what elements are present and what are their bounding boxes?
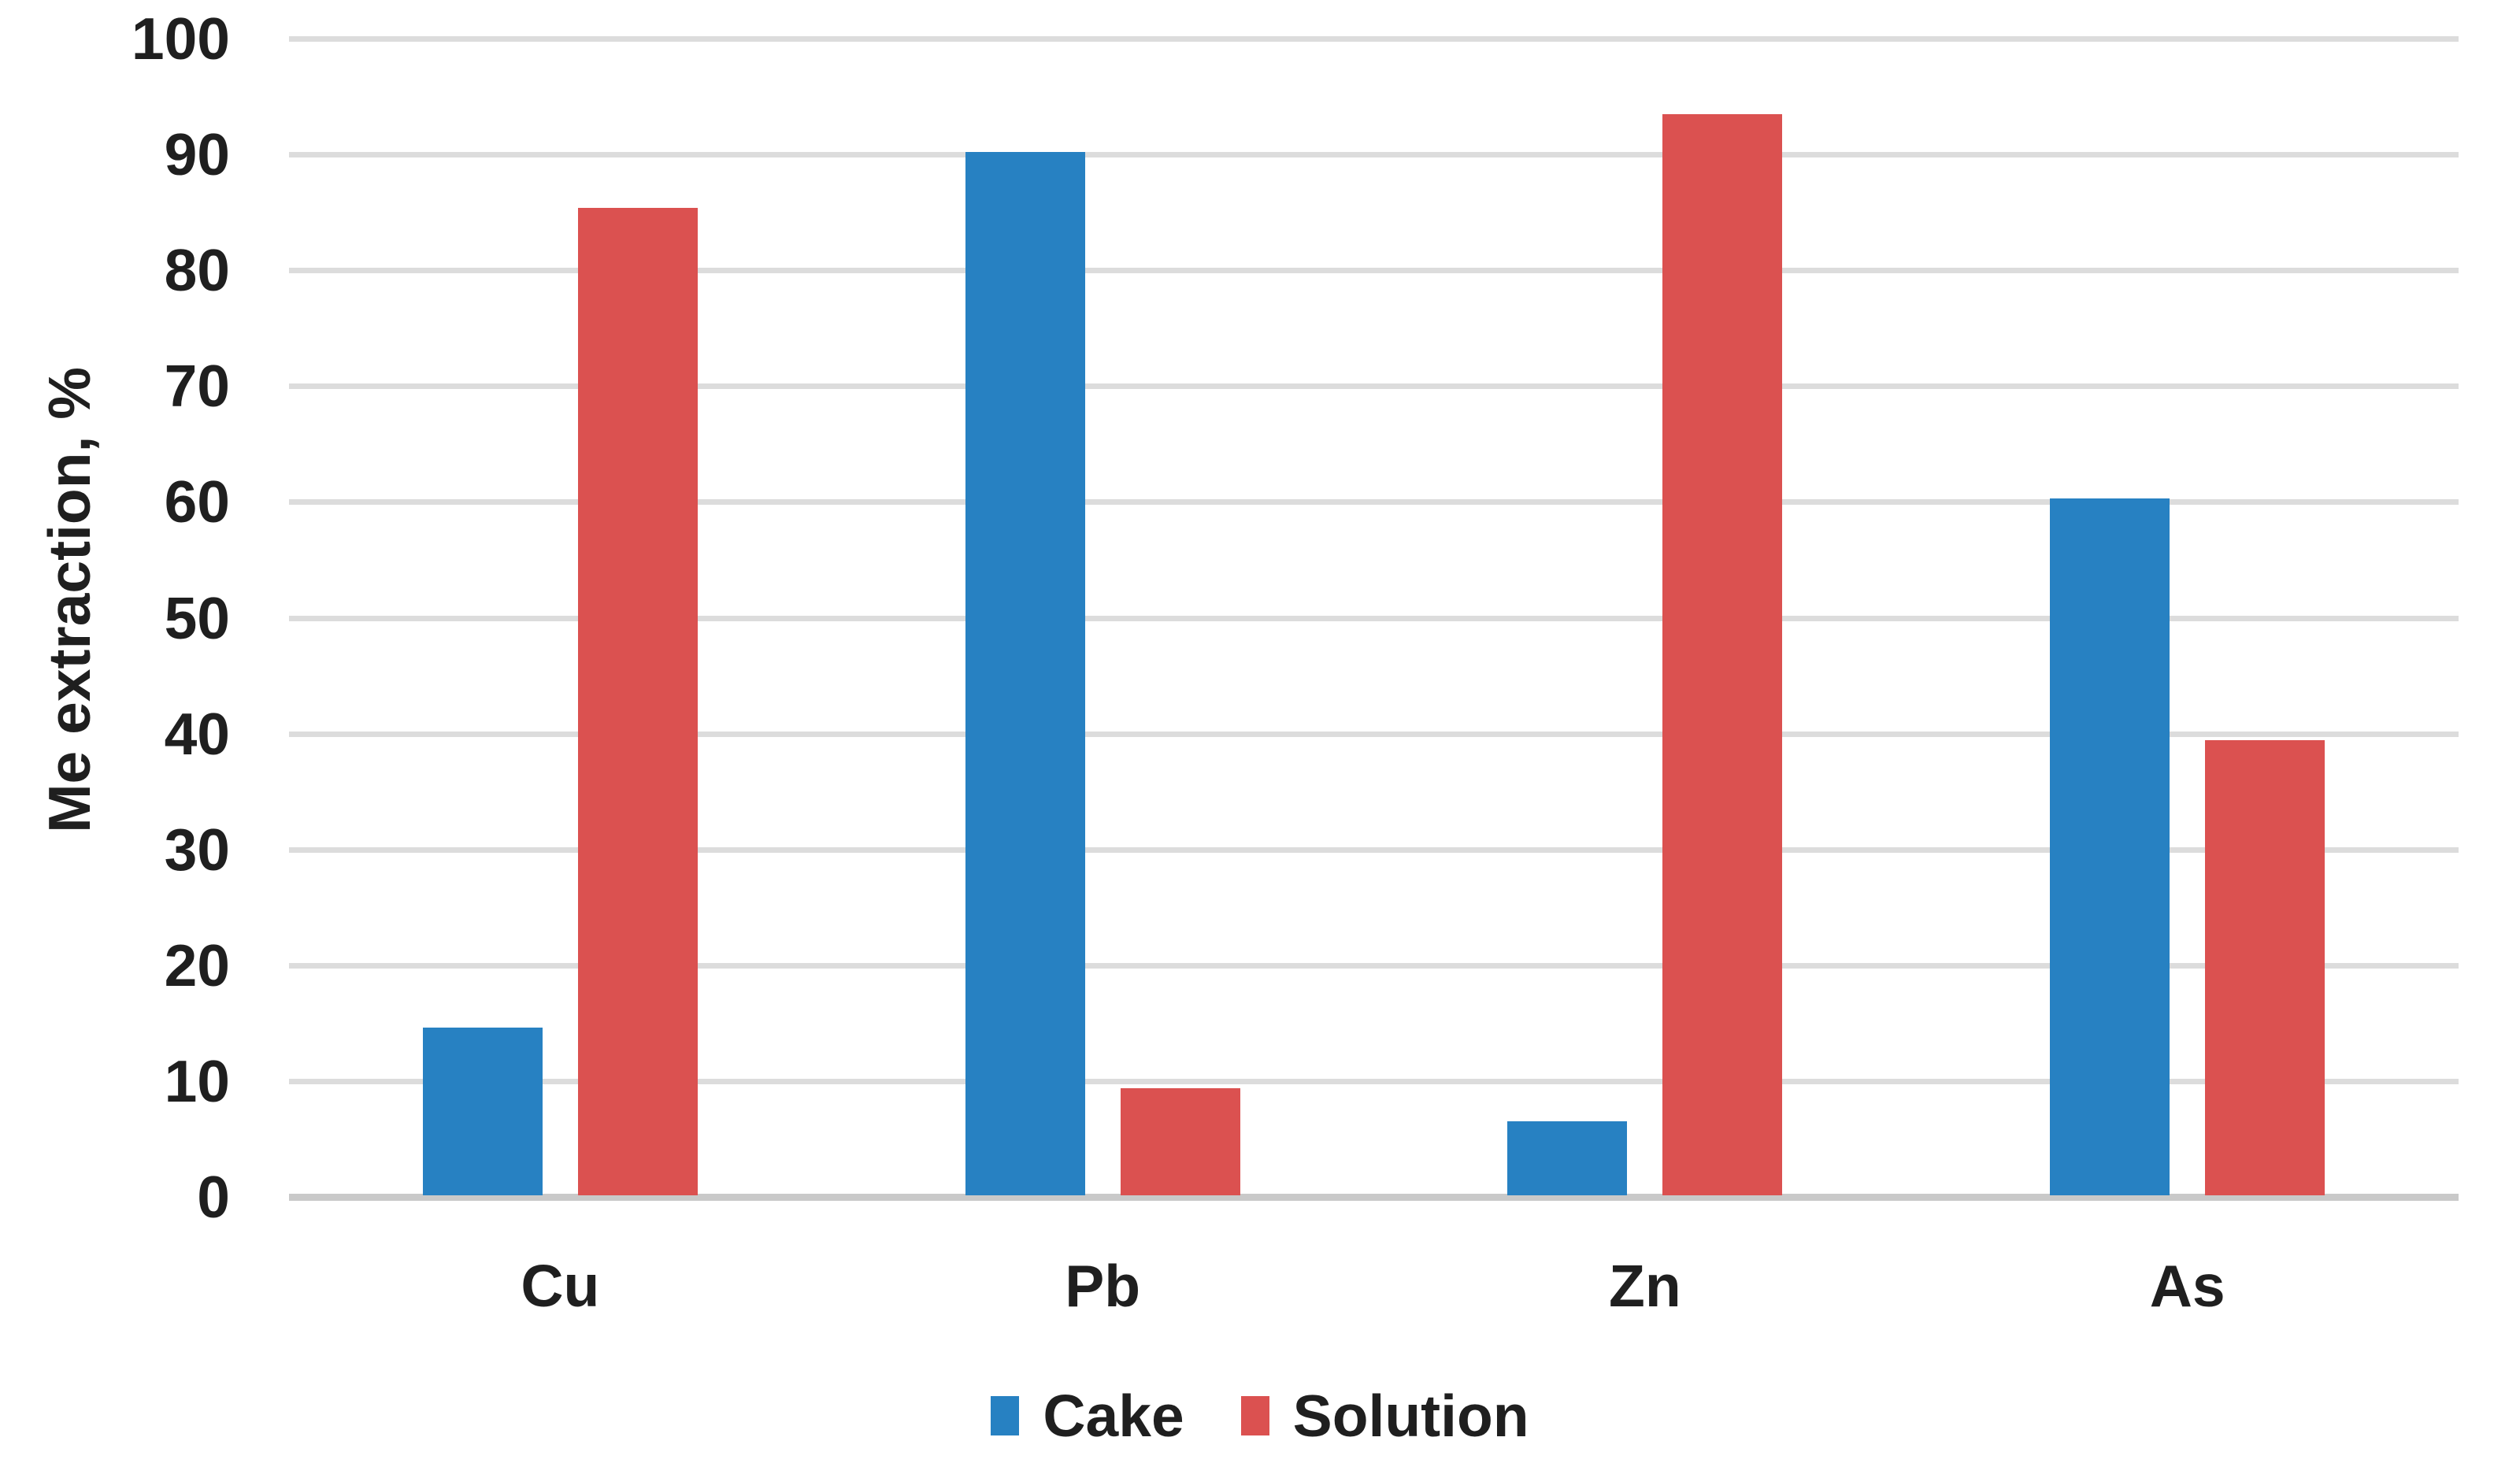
- x-category-label-zn: Zn: [1609, 1253, 1681, 1319]
- x-category-label-pb: Pb: [1065, 1253, 1141, 1319]
- gridline-20: [289, 962, 2459, 969]
- gridline-100: [289, 36, 2459, 42]
- gridline-40: [289, 731, 2459, 737]
- bar-solution-cu: [577, 207, 698, 1195]
- bar-cake-as: [2050, 498, 2170, 1195]
- legend: Cake Solution: [0, 1376, 2520, 1455]
- gridline-60: [289, 499, 2459, 506]
- legend-marker-cake: [991, 1396, 1020, 1435]
- gridline-70: [289, 383, 2459, 390]
- bar-solution-pb: [1120, 1087, 1240, 1195]
- bar-cake-zn: [1507, 1121, 1628, 1195]
- bar-cake-cu: [422, 1028, 543, 1195]
- y-tick-label-80: 80: [164, 237, 230, 304]
- y-tick-label-30: 30: [164, 816, 230, 883]
- legend-entry-solution: Solution: [1240, 1380, 1529, 1451]
- x-axis-line: [289, 1194, 2459, 1201]
- gridline-10: [289, 1078, 2459, 1084]
- bar-solution-zn: [1662, 113, 1783, 1195]
- y-tick-label-40: 40: [164, 700, 230, 767]
- gridline-50: [289, 615, 2459, 621]
- bar-cake-pb: [965, 152, 1085, 1195]
- y-tick-label-90: 90: [164, 121, 230, 188]
- legend-label-cake: Cake: [1043, 1383, 1184, 1449]
- y-tick-label-70: 70: [164, 353, 230, 420]
- gridline-80: [289, 268, 2459, 274]
- y-tick-label-50: 50: [164, 584, 230, 651]
- y-tick-label-0: 0: [197, 1164, 230, 1230]
- y-tick-label-100: 100: [131, 6, 230, 72]
- x-category-label-cu: Cu: [521, 1253, 600, 1319]
- legend-marker-solution: [1240, 1396, 1269, 1435]
- x-category-label-as: As: [2149, 1253, 2225, 1319]
- y-tick-label-10: 10: [164, 1047, 230, 1114]
- gridline-30: [289, 846, 2459, 853]
- bar-solution-as: [2205, 740, 2325, 1195]
- y-tick-label-20: 20: [164, 932, 230, 998]
- gridline-90: [289, 152, 2459, 158]
- y-tick-label-60: 60: [164, 469, 230, 535]
- legend-label-solution: Solution: [1292, 1383, 1529, 1449]
- legend-entry-cake: Cake: [991, 1380, 1184, 1451]
